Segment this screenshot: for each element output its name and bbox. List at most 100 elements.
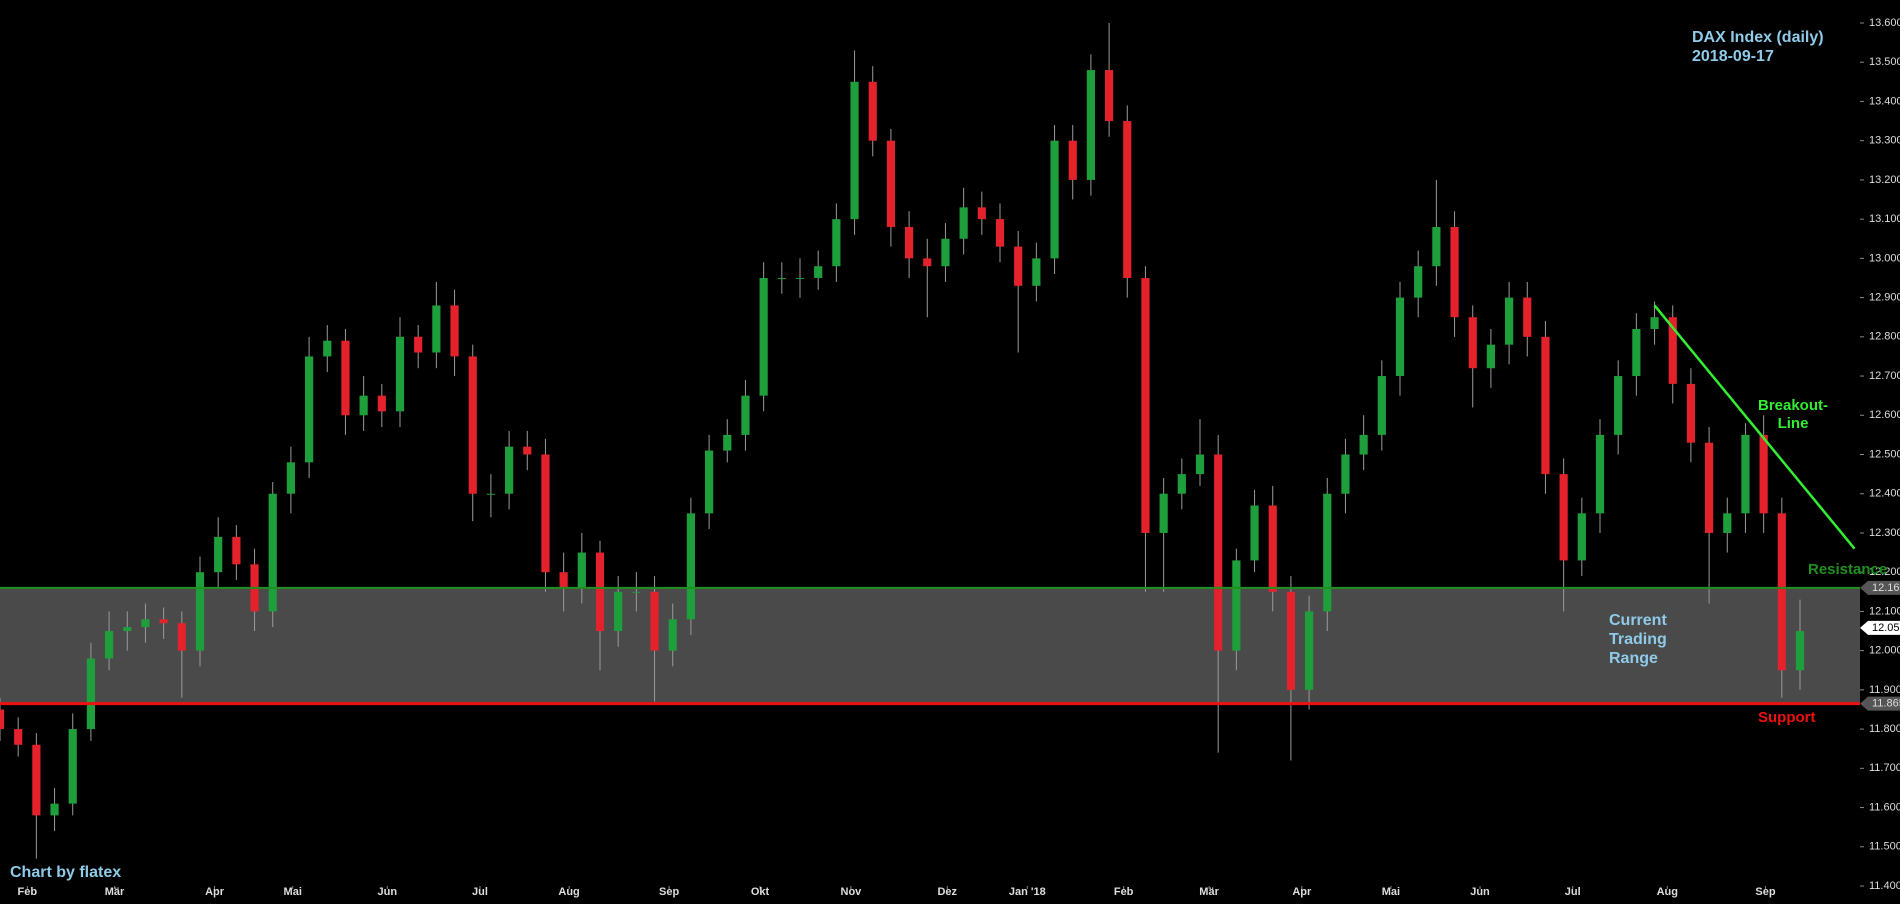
candle-body bbox=[777, 277, 786, 279]
candle-body bbox=[1777, 513, 1786, 671]
candle-body bbox=[1250, 505, 1259, 561]
y-tick-label: 11.900 bbox=[1869, 684, 1900, 696]
candle-body bbox=[468, 356, 477, 494]
y-tick-label: 12.200 bbox=[1869, 566, 1900, 578]
candle-body bbox=[977, 207, 986, 220]
candle-body bbox=[1268, 505, 1277, 592]
candle-body bbox=[1686, 383, 1695, 443]
candle-body bbox=[505, 446, 514, 494]
candle-body bbox=[1305, 611, 1314, 690]
candle-body bbox=[232, 536, 241, 565]
y-tick-label: 13.600 bbox=[1869, 17, 1900, 29]
candle-body bbox=[541, 454, 550, 573]
candle-body bbox=[1595, 434, 1605, 514]
x-tick-label: Mär bbox=[1199, 886, 1219, 898]
candle-body bbox=[705, 450, 714, 514]
range-label: Trading bbox=[1609, 631, 1667, 648]
candle-body bbox=[1177, 474, 1186, 494]
candle-body bbox=[1195, 454, 1205, 475]
candle-body bbox=[1232, 560, 1241, 651]
breakout-label: Line bbox=[1778, 415, 1809, 432]
candle-body bbox=[1705, 442, 1714, 533]
candle-body bbox=[268, 493, 277, 612]
trading-range bbox=[0, 587, 1860, 704]
resistance-price-tag bbox=[1860, 580, 1900, 595]
y-tick-label: 12.600 bbox=[1869, 409, 1900, 421]
x-tick-label: Nov bbox=[841, 886, 863, 898]
candle-body bbox=[341, 340, 350, 416]
chart-title: DAX Index (daily) bbox=[1692, 29, 1824, 46]
candle-body bbox=[923, 258, 932, 267]
candle-body bbox=[1032, 258, 1041, 286]
candle-body bbox=[1414, 266, 1423, 298]
y-tick-label: 12.800 bbox=[1869, 331, 1900, 343]
candle-body bbox=[1323, 493, 1332, 612]
candle-body bbox=[559, 572, 568, 588]
candle-body bbox=[159, 619, 168, 624]
y-tick-label: 11.700 bbox=[1869, 762, 1900, 774]
candle-body bbox=[1541, 336, 1550, 475]
candle-body bbox=[1614, 376, 1623, 435]
candle-body bbox=[1723, 513, 1732, 533]
candle-body bbox=[632, 591, 641, 593]
candle-body bbox=[1050, 140, 1059, 259]
candle-body bbox=[1650, 317, 1659, 329]
candle-body bbox=[1359, 434, 1368, 455]
candle-body bbox=[668, 619, 677, 651]
x-tick-label: Okt bbox=[751, 886, 770, 898]
candle-body bbox=[1450, 226, 1459, 318]
breakout-label: Breakout- bbox=[1758, 397, 1828, 414]
y-tick-label: 12.400 bbox=[1869, 488, 1900, 500]
candle-body bbox=[214, 536, 223, 573]
candle-body bbox=[941, 238, 950, 267]
chart-subtitle: 2018-09-17 bbox=[1692, 48, 1774, 65]
candle-body bbox=[723, 434, 732, 451]
support-price-tag bbox=[1860, 696, 1900, 711]
candle-body bbox=[1341, 454, 1350, 494]
candle-body bbox=[795, 277, 805, 279]
candle-body bbox=[1486, 344, 1495, 369]
candle-body bbox=[814, 266, 823, 278]
candle-body bbox=[759, 277, 768, 396]
y-tick-label: 11.500 bbox=[1869, 841, 1900, 853]
x-tick-label: Feb bbox=[17, 886, 37, 898]
candle-body bbox=[1068, 140, 1077, 180]
candle-body bbox=[886, 140, 895, 227]
breakout-line bbox=[1653, 304, 1856, 550]
x-tick-label: Jun bbox=[1470, 886, 1490, 898]
candle-body bbox=[1432, 226, 1441, 267]
x-tick-label: Dez bbox=[937, 886, 957, 898]
candle-body bbox=[1286, 591, 1295, 690]
candle-body bbox=[1759, 434, 1768, 514]
y-tick-label: 11.600 bbox=[1869, 801, 1900, 813]
credit: Chart by flatex bbox=[10, 864, 121, 881]
y-tick-label: 11.800 bbox=[1869, 723, 1900, 735]
candle-body bbox=[959, 207, 968, 239]
candle-body bbox=[1795, 631, 1805, 671]
resistance-label: Resistance bbox=[1808, 561, 1887, 578]
candle-body bbox=[1577, 513, 1586, 561]
candle-body bbox=[1377, 376, 1386, 435]
candle-body bbox=[577, 552, 586, 588]
y-tick-label: 12.100 bbox=[1869, 605, 1900, 617]
candle-body bbox=[1395, 297, 1405, 377]
candle-body bbox=[14, 729, 23, 745]
candle-body bbox=[1632, 328, 1641, 377]
x-tick-label: Sep bbox=[1755, 886, 1775, 898]
candle-body bbox=[414, 336, 423, 353]
candle-body bbox=[32, 744, 41, 816]
candle-body bbox=[68, 729, 77, 804]
support-price-label: 11.865 bbox=[1872, 697, 1900, 709]
x-tick-label: Sep bbox=[659, 886, 679, 898]
x-tick-label: Jan '18 bbox=[1009, 886, 1046, 898]
candle-body bbox=[0, 709, 5, 730]
x-tick-label: Mär bbox=[105, 886, 125, 898]
candle-body bbox=[1668, 317, 1677, 384]
candle-body bbox=[450, 305, 459, 357]
candle-body bbox=[614, 591, 623, 632]
candle-body bbox=[1086, 70, 1095, 180]
candle-body bbox=[1741, 434, 1750, 514]
candle-body bbox=[1523, 297, 1532, 337]
